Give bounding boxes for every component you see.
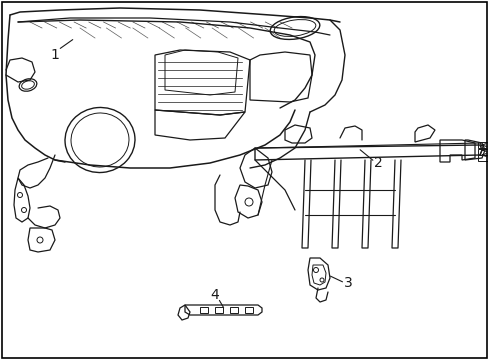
Text: 4: 4 <box>210 288 219 302</box>
Text: 3: 3 <box>343 276 352 290</box>
Text: 1: 1 <box>50 48 60 62</box>
Text: 2: 2 <box>373 156 382 170</box>
